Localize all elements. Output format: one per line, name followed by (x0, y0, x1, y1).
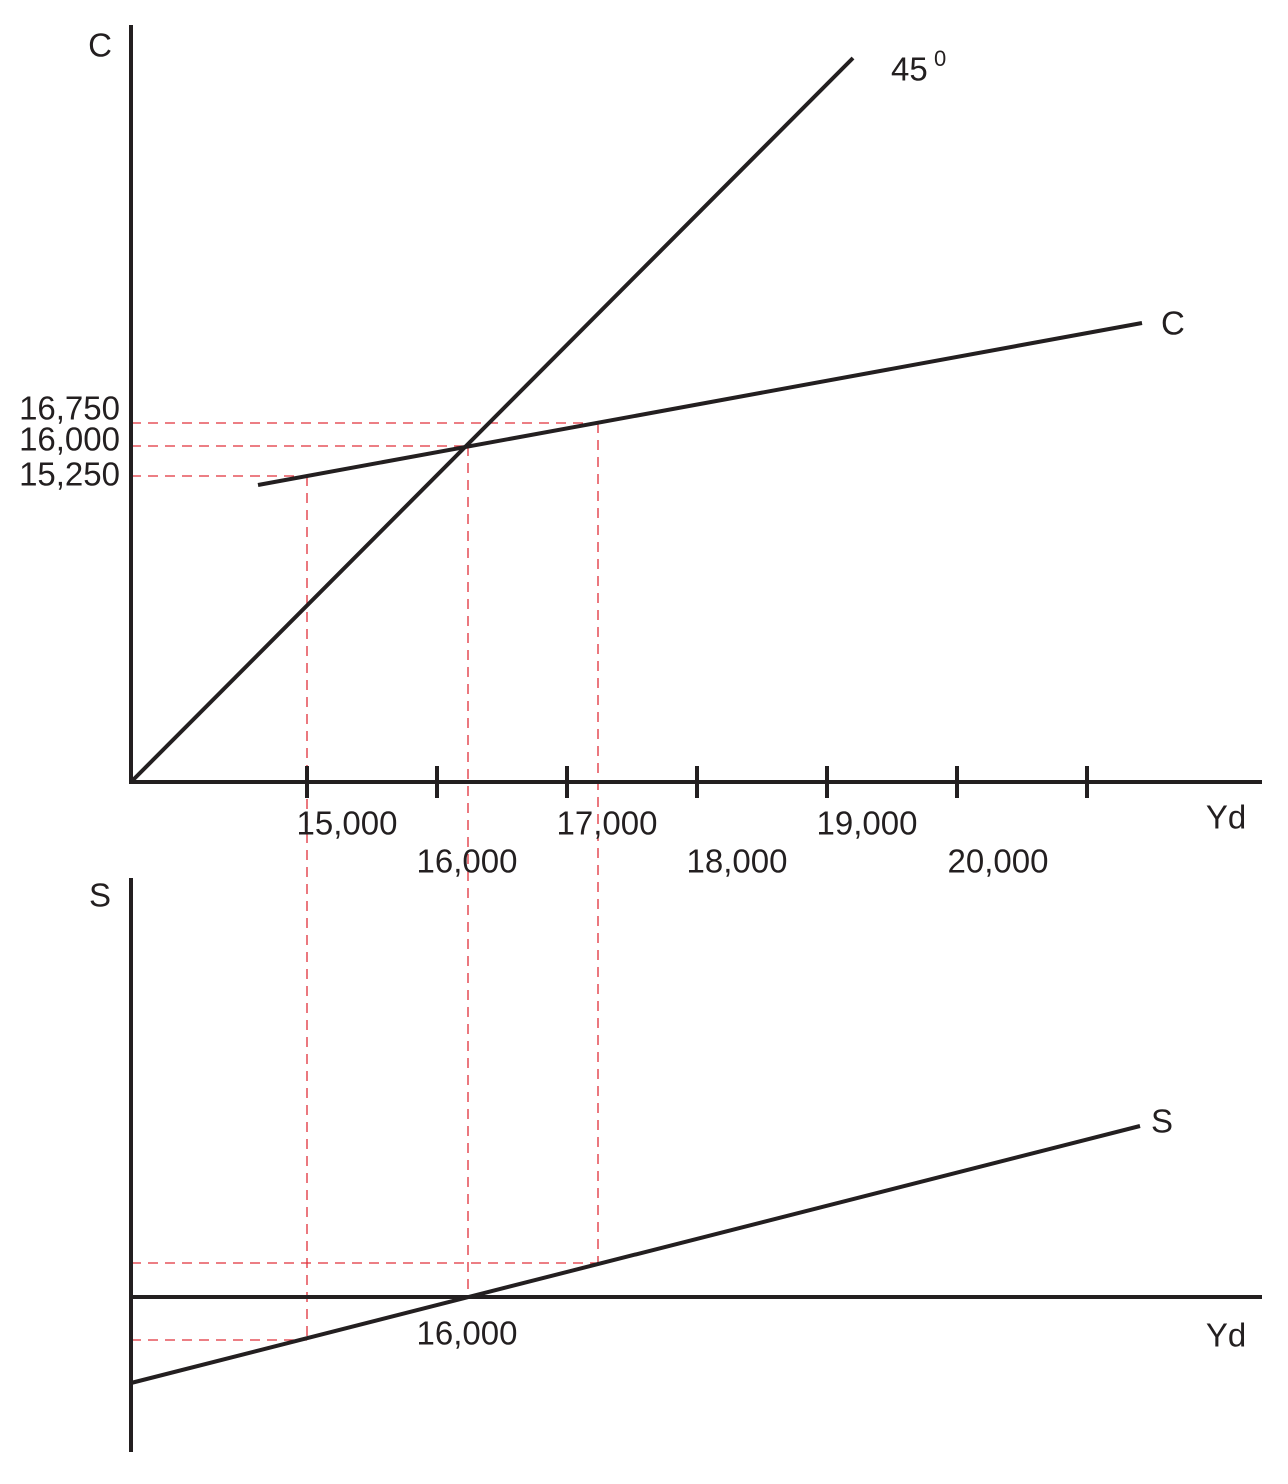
guides (131, 422, 599, 1341)
line-45-superscript: 0 (934, 46, 946, 71)
x-label: 18,000 (687, 843, 788, 880)
line-45 (129, 56, 855, 784)
x-axis-label: Yd (1206, 799, 1246, 836)
ticks (305, 766, 1089, 798)
c-line (257, 321, 1143, 487)
x-axis-label: Yd (1206, 1317, 1246, 1354)
s-line (130, 1124, 1141, 1385)
x-label: 16,000 (417, 1315, 518, 1352)
line-45-label: 45 (891, 51, 928, 88)
x-label: 17,000 (557, 805, 658, 842)
y-axis-label: C (88, 27, 112, 64)
x-label: 16,000 (417, 843, 518, 880)
x-label: 15,000 (297, 805, 398, 842)
y-axis-label: S (89, 877, 111, 914)
s-line-label: S (1151, 1103, 1173, 1140)
x-label: 19,000 (817, 805, 918, 842)
y-label: 15,250 (19, 456, 120, 493)
c-line-label: C (1161, 305, 1185, 342)
x-label: 20,000 (948, 843, 1049, 880)
y-label: 16,000 (19, 421, 120, 458)
y-label: 16,750 (19, 390, 120, 427)
